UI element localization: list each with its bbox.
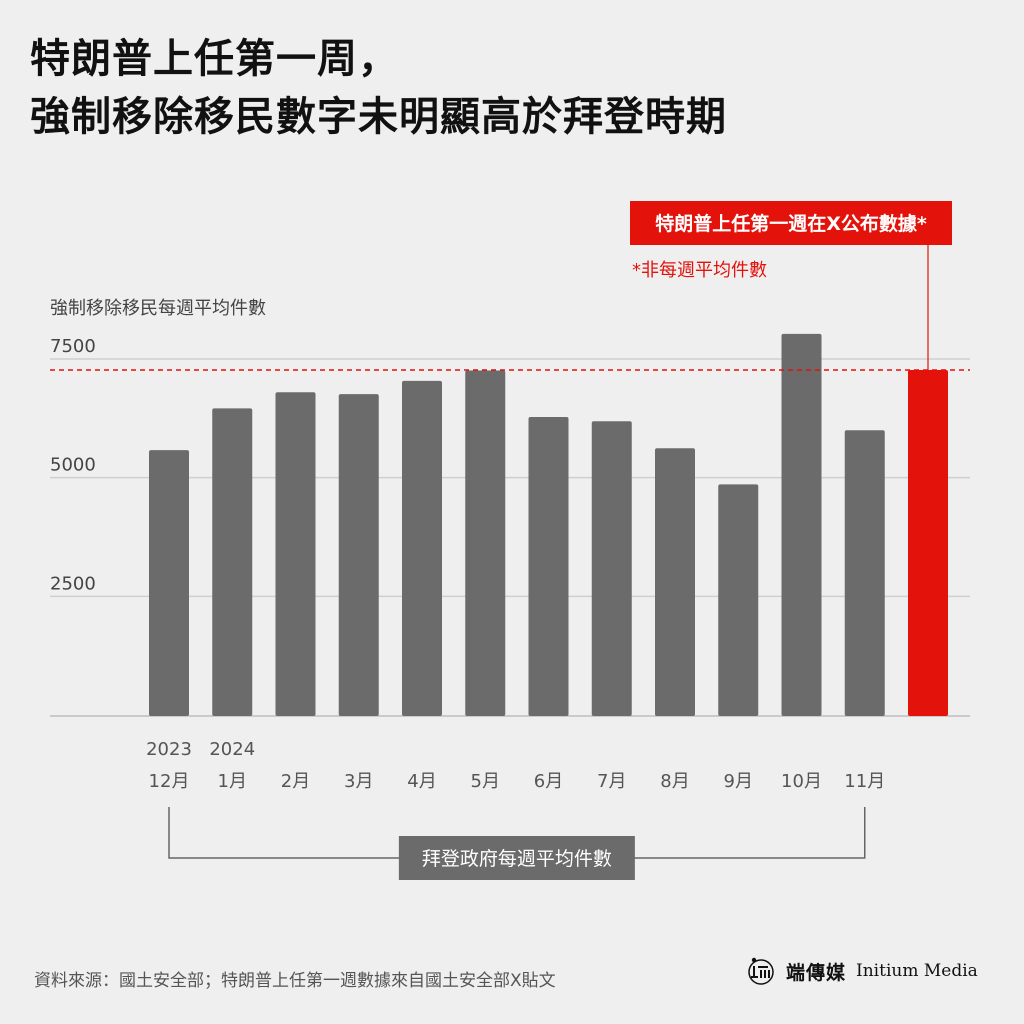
x-tick-label: 2月 bbox=[281, 771, 310, 792]
y-axis-label: 強制移除移民每週平均件數 bbox=[50, 298, 266, 319]
bar bbox=[591, 421, 632, 716]
x-tick-label: 12月 bbox=[149, 771, 190, 792]
bracket-label-box bbox=[398, 836, 635, 880]
bar bbox=[338, 394, 379, 716]
x-tick-label: 9月 bbox=[724, 771, 753, 792]
brand-logo: 端傳媒 Initium Media bbox=[748, 954, 978, 988]
bracket-label: 拜登政府每週平均件數 bbox=[422, 848, 612, 870]
x-tick-label: 4月 bbox=[407, 771, 436, 792]
x-tick-label: 5月 bbox=[471, 771, 500, 792]
highlight-label: 特朗普上任第一週在X公布數據* bbox=[655, 212, 927, 235]
chart-title: 特朗普上任第一周， 強制移除移民數字未明顯高於拜登時期 bbox=[30, 30, 990, 146]
bars bbox=[149, 333, 948, 716]
bar-highlight bbox=[908, 369, 948, 716]
bar bbox=[465, 370, 506, 716]
annotations: 拜登政府每週平均件數 特朗普上任第一週在X公布數據* *非每週平均件數 bbox=[168, 201, 952, 880]
brand-english: Initium Media bbox=[856, 961, 978, 981]
x-tick-label: 6月 bbox=[534, 771, 563, 792]
x-tick-label: 8月 bbox=[660, 771, 689, 792]
initium-logo-icon bbox=[748, 957, 774, 985]
bar bbox=[528, 416, 569, 716]
bar bbox=[844, 430, 885, 716]
y-tick-label: 5000 bbox=[50, 455, 96, 476]
bar bbox=[781, 333, 822, 716]
source-note: 資料來源：國土安全部；特朗普上任第一週數據來自國土安全部X貼文 bbox=[34, 971, 556, 991]
x-tick-label: 7月 bbox=[597, 771, 626, 792]
title-line-2: 強制移除移民數字未明顯高於拜登時期 bbox=[30, 94, 727, 140]
brand-chinese: 端傳媒 bbox=[786, 961, 847, 984]
year-label: 2023 bbox=[146, 739, 192, 760]
x-tick-label: 10月 bbox=[781, 771, 822, 792]
x-tick-label: 1月 bbox=[218, 771, 247, 792]
title-line-1: 特朗普上任第一周， bbox=[30, 36, 399, 82]
bar bbox=[275, 392, 316, 716]
axis-labels: 強制移除移民每週平均件數 7500 5000 2500 2023 2024 12月 1月 2月 3… bbox=[50, 298, 885, 792]
bar bbox=[149, 450, 189, 716]
y-tick-label: 7500 bbox=[50, 336, 96, 357]
bar bbox=[655, 448, 695, 716]
highlight-note: *非每週平均件數 bbox=[632, 260, 767, 281]
bar bbox=[212, 408, 253, 716]
y-tick-label: 2500 bbox=[50, 573, 96, 594]
bar bbox=[402, 380, 442, 716]
year-label: 2024 bbox=[209, 739, 255, 760]
x-tick-label: 3月 bbox=[344, 771, 373, 792]
highlight-label-box bbox=[630, 201, 952, 245]
x-tick-label: 11月 bbox=[844, 771, 885, 792]
bar bbox=[718, 484, 759, 716]
